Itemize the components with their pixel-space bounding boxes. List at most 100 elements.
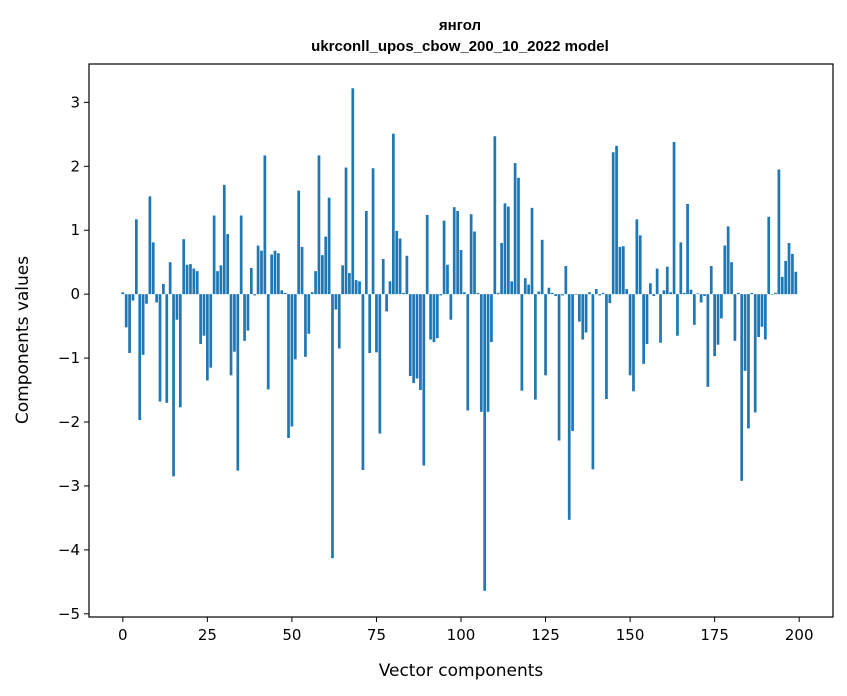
bar (287, 294, 290, 438)
bar (310, 292, 314, 295)
bar (486, 294, 490, 412)
bar (632, 294, 635, 392)
bar (189, 264, 192, 295)
bar (209, 294, 213, 368)
bar (679, 242, 683, 295)
bar (682, 292, 686, 295)
bar (720, 294, 723, 319)
bar (611, 152, 615, 295)
bar (780, 276, 784, 295)
bar (618, 246, 622, 295)
bar (638, 235, 642, 295)
x-axis-ticks: 0 25 50 75 100 125 150 175 200 (118, 617, 814, 644)
bar (456, 211, 459, 295)
bar (121, 292, 125, 295)
bar (787, 243, 791, 295)
bar (527, 284, 530, 295)
bar (165, 294, 169, 403)
bar (635, 219, 639, 295)
bar (736, 292, 740, 295)
bars-group (121, 88, 798, 591)
bar (770, 294, 774, 295)
bar (730, 262, 733, 295)
bar (500, 243, 503, 295)
bar (192, 268, 196, 295)
bar (236, 294, 240, 471)
bar (297, 190, 301, 295)
bar (155, 294, 158, 303)
bar (547, 287, 551, 295)
bar (141, 294, 145, 355)
bar (621, 246, 625, 295)
bar (270, 254, 273, 295)
bar (743, 294, 747, 371)
bar (405, 255, 409, 295)
bar (364, 211, 368, 295)
bar (578, 294, 581, 322)
bar (307, 294, 311, 334)
bar (277, 253, 280, 295)
y-tick-label: −2 (58, 413, 80, 431)
bar (466, 294, 470, 411)
bar (659, 294, 662, 343)
bar (709, 266, 713, 295)
bar (222, 184, 226, 295)
bar (134, 219, 138, 295)
bar (344, 167, 348, 295)
bar (554, 294, 558, 297)
x-tick-label: 125 (531, 626, 560, 644)
bar (327, 197, 331, 295)
bar (490, 294, 493, 343)
bar (243, 294, 246, 341)
bar (378, 294, 382, 434)
bar (293, 294, 297, 360)
bar (574, 294, 578, 295)
bar (429, 294, 432, 340)
bar (716, 294, 720, 345)
bar (283, 292, 287, 295)
bar (361, 294, 365, 470)
bar (584, 294, 588, 333)
bar (550, 292, 554, 295)
chart-subtitle: ukrconll_upos_cbow_200_10_2022 model (311, 38, 609, 55)
bar (368, 294, 372, 353)
bar (402, 292, 405, 295)
bar (273, 250, 277, 295)
x-tick-label: 75 (367, 626, 386, 644)
bar (655, 268, 659, 295)
bar (692, 294, 696, 325)
bar (412, 294, 416, 384)
bar (300, 246, 304, 295)
bar (794, 271, 798, 295)
bar (706, 294, 710, 387)
bar (354, 280, 358, 295)
bar (131, 294, 135, 301)
y-tick-label: −3 (58, 477, 80, 495)
bar (260, 250, 263, 295)
bar (442, 220, 446, 295)
bar (280, 290, 284, 295)
bar (726, 226, 730, 295)
bar (591, 294, 595, 470)
bar (601, 292, 605, 295)
bar (398, 238, 402, 295)
bar (605, 294, 608, 399)
y-tick-label: 2 (70, 157, 80, 175)
bar (452, 207, 456, 295)
bar (375, 294, 378, 353)
bar (534, 294, 537, 400)
bar (172, 294, 175, 477)
bar (249, 267, 253, 295)
bar (331, 294, 334, 559)
bar (233, 294, 236, 352)
bar (764, 294, 767, 340)
bar (496, 292, 500, 295)
y-tick-label: 3 (70, 93, 80, 111)
bar (216, 271, 219, 295)
bar (138, 294, 142, 421)
bar (226, 234, 230, 295)
bar (777, 169, 781, 295)
bar (483, 294, 487, 591)
bar (517, 177, 520, 295)
